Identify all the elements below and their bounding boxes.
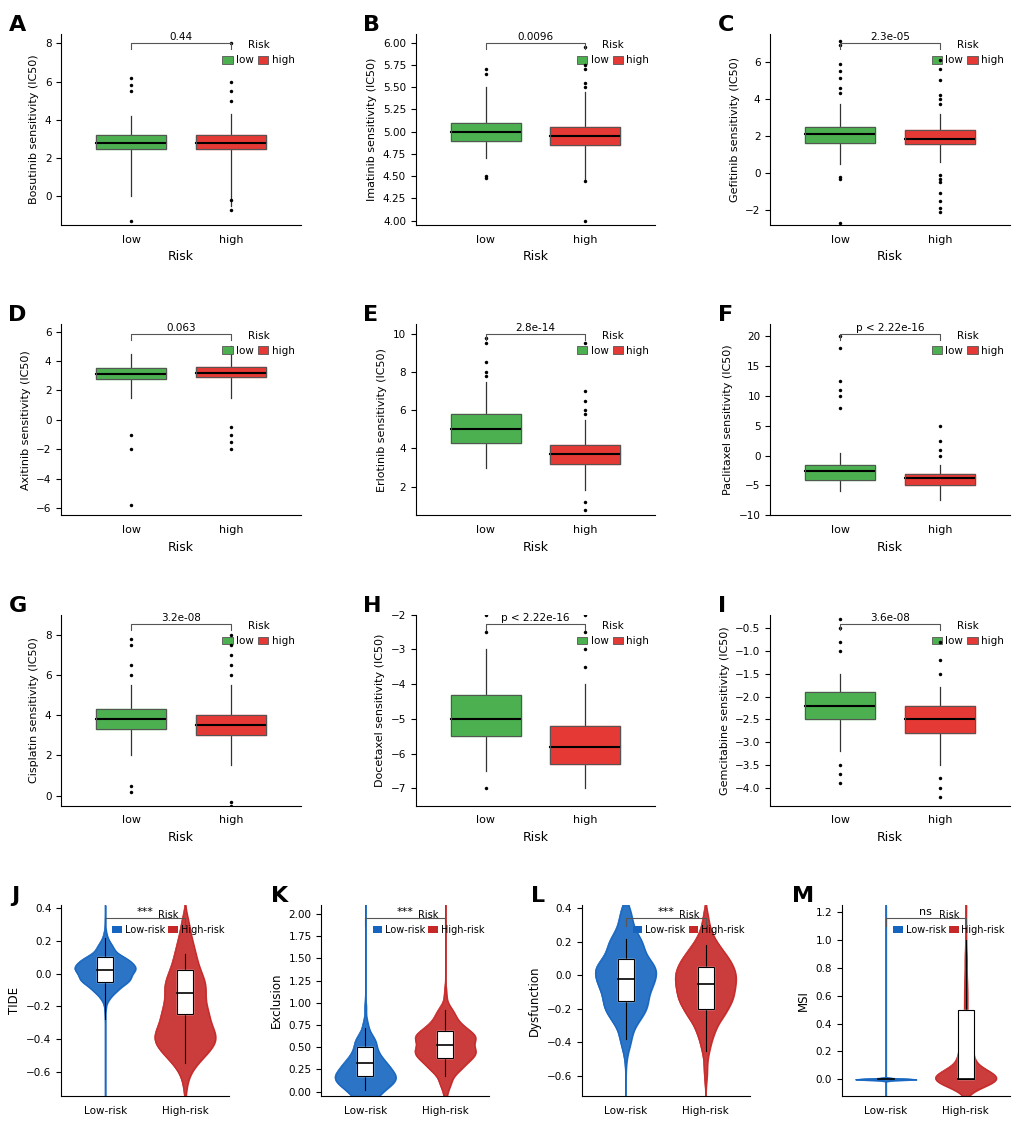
Legend: Low-risk, High-risk: Low-risk, High-risk [889,906,1008,939]
X-axis label: Risk: Risk [168,540,194,554]
Text: ns: ns [918,906,931,916]
Text: 2.3e-05: 2.3e-05 [869,33,909,43]
X-axis label: Risk: Risk [876,831,902,844]
X-axis label: Risk: Risk [168,831,194,844]
Text: K: K [271,886,288,906]
Text: M: M [791,886,813,906]
X-axis label: Risk: Risk [168,250,194,263]
Bar [804,127,874,144]
Text: p < 2.22e-16: p < 2.22e-16 [855,323,923,333]
Legend: low, high: low, high [218,36,299,70]
Text: ***: *** [137,906,154,916]
Bar [450,414,520,443]
Text: E: E [363,305,378,325]
Bar [196,136,266,148]
Text: 3.6e-08: 3.6e-08 [869,614,909,624]
Legend: low, high: low, high [573,617,652,650]
Text: A: A [8,15,25,35]
Text: I: I [716,596,725,616]
Text: 2.8e-14: 2.8e-14 [515,323,555,333]
Y-axis label: Gefitinib sensitivity (IC50): Gefitinib sensitivity (IC50) [729,56,739,202]
Bar [96,136,166,149]
Bar [904,130,974,145]
Bar [96,368,166,379]
Y-axis label: Imatinib sensitivity (IC50): Imatinib sensitivity (IC50) [367,58,377,201]
Bar [804,692,874,720]
Text: 0.063: 0.063 [166,323,196,333]
Bar [618,958,633,1000]
Legend: low, high: low, high [218,617,299,650]
Text: 0.0096: 0.0096 [517,33,553,43]
Legend: low, high: low, high [573,36,652,70]
Text: F: F [716,305,732,325]
Y-axis label: Cisplatin sensitivity (IC50): Cisplatin sensitivity (IC50) [30,637,40,783]
Text: ***: *** [396,906,414,916]
Bar [196,367,266,377]
Text: 3.2e-08: 3.2e-08 [161,614,201,624]
Bar [550,725,620,764]
Text: J: J [11,886,19,906]
Bar [437,1032,452,1058]
Bar [97,957,113,982]
Bar [804,464,874,479]
Y-axis label: MSI: MSI [796,990,809,1011]
Text: G: G [8,596,26,616]
Text: ***: *** [656,906,674,916]
Legend: Low-risk, High-risk: Low-risk, High-risk [629,906,748,939]
Legend: low, high: low, high [218,327,299,360]
Legend: Low-risk, High-risk: Low-risk, High-risk [108,906,228,939]
Text: L: L [531,886,545,906]
Bar [357,1048,373,1076]
Text: D: D [8,305,26,325]
Legend: low, high: low, high [926,36,1007,70]
Y-axis label: Paclitaxel sensitivity (IC50): Paclitaxel sensitivity (IC50) [722,345,733,495]
Bar [904,473,974,486]
Y-axis label: Gemcitabine sensitivity (IC50): Gemcitabine sensitivity (IC50) [718,626,729,794]
Bar [957,1009,973,1079]
Bar [450,123,520,140]
Bar [550,444,620,463]
X-axis label: Risk: Risk [876,250,902,263]
Bar [177,971,193,1015]
Text: C: C [716,15,734,35]
Bar [550,128,620,145]
Bar [196,715,266,736]
Y-axis label: Exclusion: Exclusion [270,973,282,1028]
Legend: low, high: low, high [926,617,1007,650]
Bar [904,705,974,733]
Y-axis label: Erlotinib sensitivity (IC50): Erlotinib sensitivity (IC50) [377,348,387,492]
Y-axis label: Docetaxel sensitivity (IC50): Docetaxel sensitivity (IC50) [375,634,385,786]
Bar [450,695,520,737]
Text: H: H [363,596,381,616]
Bar [96,710,166,729]
X-axis label: Risk: Risk [522,540,548,554]
Legend: Low-risk, High-risk: Low-risk, High-risk [368,906,488,939]
Y-axis label: Bosutinib sensitivity (IC50): Bosutinib sensitivity (IC50) [30,54,40,205]
Y-axis label: Axitinib sensitivity (IC50): Axitinib sensitivity (IC50) [20,350,31,489]
Text: B: B [363,15,380,35]
Legend: low, high: low, high [926,327,1007,360]
Y-axis label: Dysfunction: Dysfunction [528,965,541,1036]
X-axis label: Risk: Risk [522,831,548,844]
Y-axis label: TIDE: TIDE [8,986,20,1014]
Bar [697,967,713,1009]
Text: 0.44: 0.44 [169,33,193,43]
X-axis label: Risk: Risk [522,250,548,263]
Text: p < 2.22e-16: p < 2.22e-16 [500,614,570,624]
Legend: low, high: low, high [573,327,652,360]
X-axis label: Risk: Risk [876,540,902,554]
